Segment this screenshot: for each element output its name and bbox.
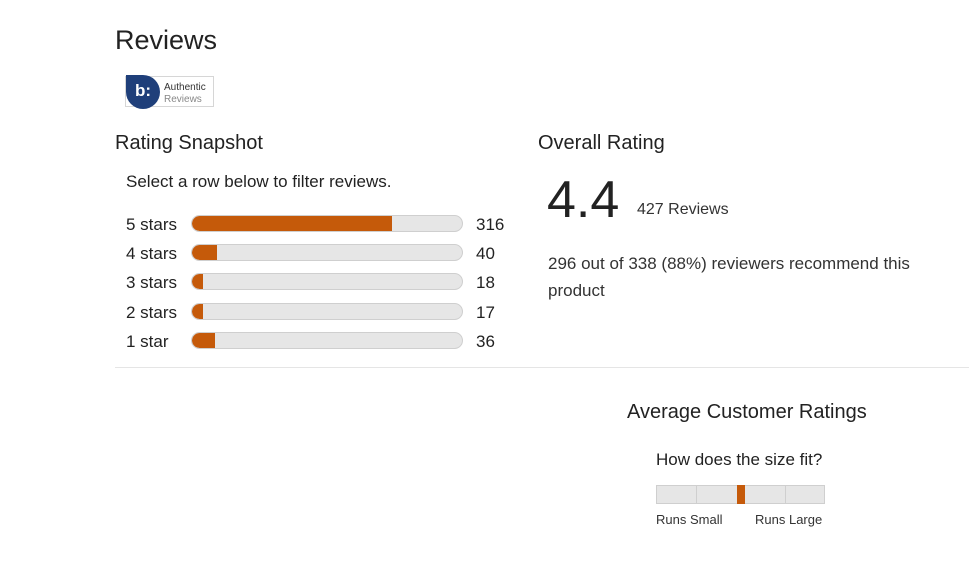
row-label: 1 star [126,332,169,351]
rating-row-3-stars[interactable]: 3 stars 18 [126,271,526,295]
badge-line2: Reviews [164,94,202,105]
badge-line1: Authentic [164,82,206,93]
rating-bar-track [191,215,463,232]
scale-segment [656,485,697,504]
average-ratings-title: Average Customer Ratings [627,401,867,423]
reviews-count: 427 Reviews [637,201,729,218]
row-count: 17 [476,303,495,322]
row-count: 316 [476,215,505,234]
row-label: 3 stars [126,273,178,292]
size-fit-scale [656,485,825,504]
rating-bar-fill [192,333,215,348]
rating-bar-track [191,332,463,349]
scale-segment [696,485,741,504]
rating-bar-fill [192,245,218,260]
runs-small-label: Runs Small [656,512,723,527]
page-title: Reviews [115,25,218,55]
overall-rating-title: Overall Rating [538,132,665,154]
section-divider [115,367,969,368]
scale-segment [785,485,825,504]
rating-bar-track [191,273,463,290]
rating-snapshot-title: Rating Snapshot [115,132,263,154]
size-fit-question: How does the size fit? [656,450,823,469]
row-label: 5 stars [126,215,178,234]
rating-row-4-stars[interactable]: 4 stars 40 [126,242,526,266]
rating-row-5-stars[interactable]: 5 stars 316 [126,213,526,237]
size-fit-marker [736,485,745,504]
rating-bar-track [191,303,463,320]
overall-rating-value: 4.4 [547,171,620,229]
runs-large-label: Runs Large [755,512,823,527]
row-count: 36 [476,332,495,351]
rating-bar-track [191,244,463,261]
row-count: 18 [476,273,495,292]
authentic-reviews-badge: b: Authentic Reviews [125,75,214,109]
rating-row-2-stars[interactable]: 2 stars 17 [126,301,526,325]
row-label: 2 stars [126,303,178,322]
row-label: 4 stars [126,244,178,263]
rating-bar-fill [192,216,392,231]
scale-segment [740,485,786,504]
recommend-text: 296 out of 338 (88%) reviewers recommend… [548,254,910,300]
row-count: 40 [476,244,495,263]
rating-bar-fill [192,274,204,289]
rating-snapshot-subtitle: Select a row below to filter reviews. [126,172,392,191]
rating-row-1-star[interactable]: 1 star 36 [126,330,526,354]
rating-bar-fill [192,304,203,319]
bazaarvoice-logo-icon: b: [126,75,160,109]
